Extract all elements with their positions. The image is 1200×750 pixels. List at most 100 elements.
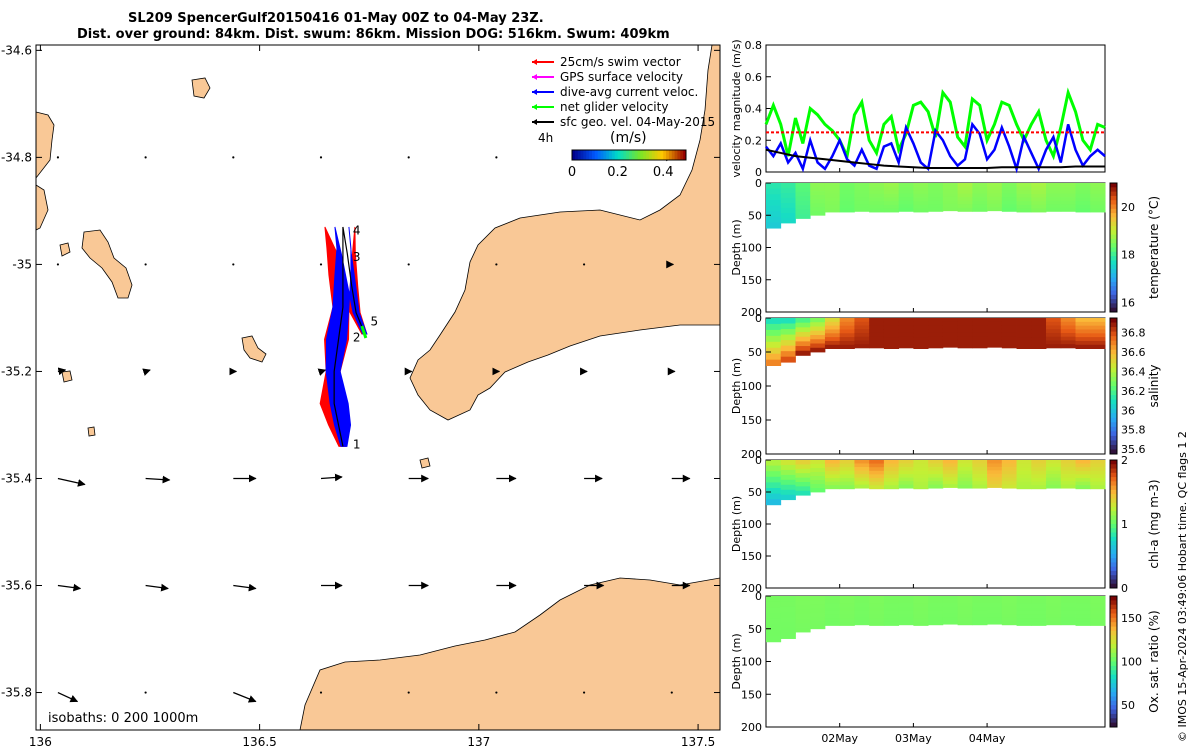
profile-cell xyxy=(795,336,811,342)
profile-cell xyxy=(972,183,988,187)
profile-cell xyxy=(1046,606,1062,611)
profile-cell xyxy=(1060,204,1076,209)
profile-cell xyxy=(942,470,959,475)
profile-cell xyxy=(1090,460,1106,464)
profile-cell xyxy=(898,481,914,486)
profile-cell xyxy=(1031,208,1047,213)
profile-cell xyxy=(1046,474,1062,478)
profile-cell xyxy=(957,190,973,195)
profile-cell xyxy=(1046,197,1062,202)
profile-cell xyxy=(1046,200,1062,205)
profile-cell xyxy=(1001,207,1017,212)
profile-cell xyxy=(854,474,870,478)
profile-cell xyxy=(913,460,929,464)
profile-cell xyxy=(1090,318,1106,323)
profile-cell xyxy=(913,481,929,486)
colorbar-swatch xyxy=(586,150,590,160)
profile-cell xyxy=(1075,325,1091,330)
profile-cell xyxy=(824,186,841,191)
profile-cell xyxy=(780,633,796,639)
profile-cell xyxy=(1060,474,1076,478)
profile-ytick-label: 200 xyxy=(741,582,762,595)
profile-cell xyxy=(1060,477,1076,482)
profile-colorbar-swatch xyxy=(1110,709,1117,715)
profile-colorbar-swatch xyxy=(1110,670,1117,676)
profile-cell xyxy=(780,187,796,194)
profile-cell xyxy=(928,183,944,187)
dive-avg-current-swath xyxy=(325,226,368,447)
profile-cell xyxy=(883,193,900,198)
profile-cell xyxy=(854,200,870,205)
profile-colorbar-swatch xyxy=(1110,417,1117,423)
profile-cell xyxy=(1016,481,1032,486)
profile-cell xyxy=(1016,474,1032,479)
profile-cell xyxy=(839,204,855,209)
profile-cell xyxy=(1075,208,1091,213)
profile-cell xyxy=(1031,183,1047,188)
profile-colorbar-swatch xyxy=(1110,449,1117,455)
profile-cell xyxy=(972,207,988,212)
colorbar-title: (m/s) xyxy=(610,130,647,146)
profile-cell xyxy=(928,193,944,198)
profile-cell xyxy=(1060,610,1076,615)
profile-cell xyxy=(1031,193,1047,198)
profile-colorbar-swatch xyxy=(1110,440,1117,446)
profile-cell xyxy=(795,205,811,211)
profile-colorbar-swatch xyxy=(1110,331,1117,337)
profile-cell xyxy=(942,466,959,471)
profile-colorbar-swatch xyxy=(1110,422,1117,428)
profile-cell xyxy=(766,618,782,626)
profile-colorbar-swatch xyxy=(1110,444,1117,450)
profile-colorbar-swatch xyxy=(1110,243,1117,248)
profile-cell xyxy=(957,599,973,604)
profile-colorbar-swatch xyxy=(1110,408,1117,414)
profile-cell xyxy=(928,606,944,611)
profile-cell xyxy=(883,204,900,209)
profile-cell xyxy=(898,599,914,604)
profile-cell xyxy=(883,467,900,472)
profile-cell xyxy=(913,340,929,346)
geo-vector xyxy=(320,473,343,482)
profile-cell xyxy=(869,614,885,619)
profile-cell xyxy=(766,493,782,500)
yorke-peninsula xyxy=(409,45,720,421)
profile-cell xyxy=(972,467,988,471)
credit-text: © IMOS 15-Apr-2024 03:49:06 Hobart time.… xyxy=(1176,431,1189,742)
geo-vector xyxy=(233,691,257,703)
profile-cell xyxy=(913,478,929,482)
profile-cell xyxy=(898,207,914,212)
profile-cell xyxy=(913,463,929,468)
profile-cell xyxy=(913,204,929,209)
profile-colorbar-swatch xyxy=(1110,269,1117,274)
profile-cell xyxy=(972,463,988,468)
profile-cell xyxy=(883,485,900,490)
profile-cell xyxy=(1046,318,1062,323)
profile-cell xyxy=(839,325,855,330)
waypoint-label: 4 xyxy=(353,223,361,237)
profile-cell xyxy=(780,489,796,496)
profile-cell xyxy=(1075,599,1091,604)
profile-cell xyxy=(810,339,826,344)
legend-entry-label: sfc geo. vel. 04-May-2015 xyxy=(560,115,715,129)
profile-cell xyxy=(1001,318,1017,323)
profile-cell xyxy=(839,618,855,623)
profile-cell xyxy=(810,187,826,192)
profile-ytick-label: 150 xyxy=(741,550,762,563)
colorbar-swatch xyxy=(660,150,664,160)
profile-cell xyxy=(957,596,973,601)
profile-cell xyxy=(869,485,885,490)
profile-cell xyxy=(1016,610,1032,615)
profile-cell xyxy=(795,327,811,333)
profile-cell xyxy=(987,470,1003,475)
profile-ytick-label: 0 xyxy=(755,454,762,467)
profile-cell xyxy=(928,325,944,330)
profile-cell xyxy=(913,599,929,604)
profile-cell xyxy=(1046,186,1062,191)
profile-cell xyxy=(869,610,885,615)
profile-cell xyxy=(839,208,855,213)
isobath-label: isobaths: 0 200 1000m xyxy=(48,711,198,726)
profile-colorbar-frame xyxy=(1109,459,1118,589)
profile-cell xyxy=(824,460,841,464)
profile-cell xyxy=(987,207,1003,212)
profile-cell xyxy=(1031,485,1047,490)
